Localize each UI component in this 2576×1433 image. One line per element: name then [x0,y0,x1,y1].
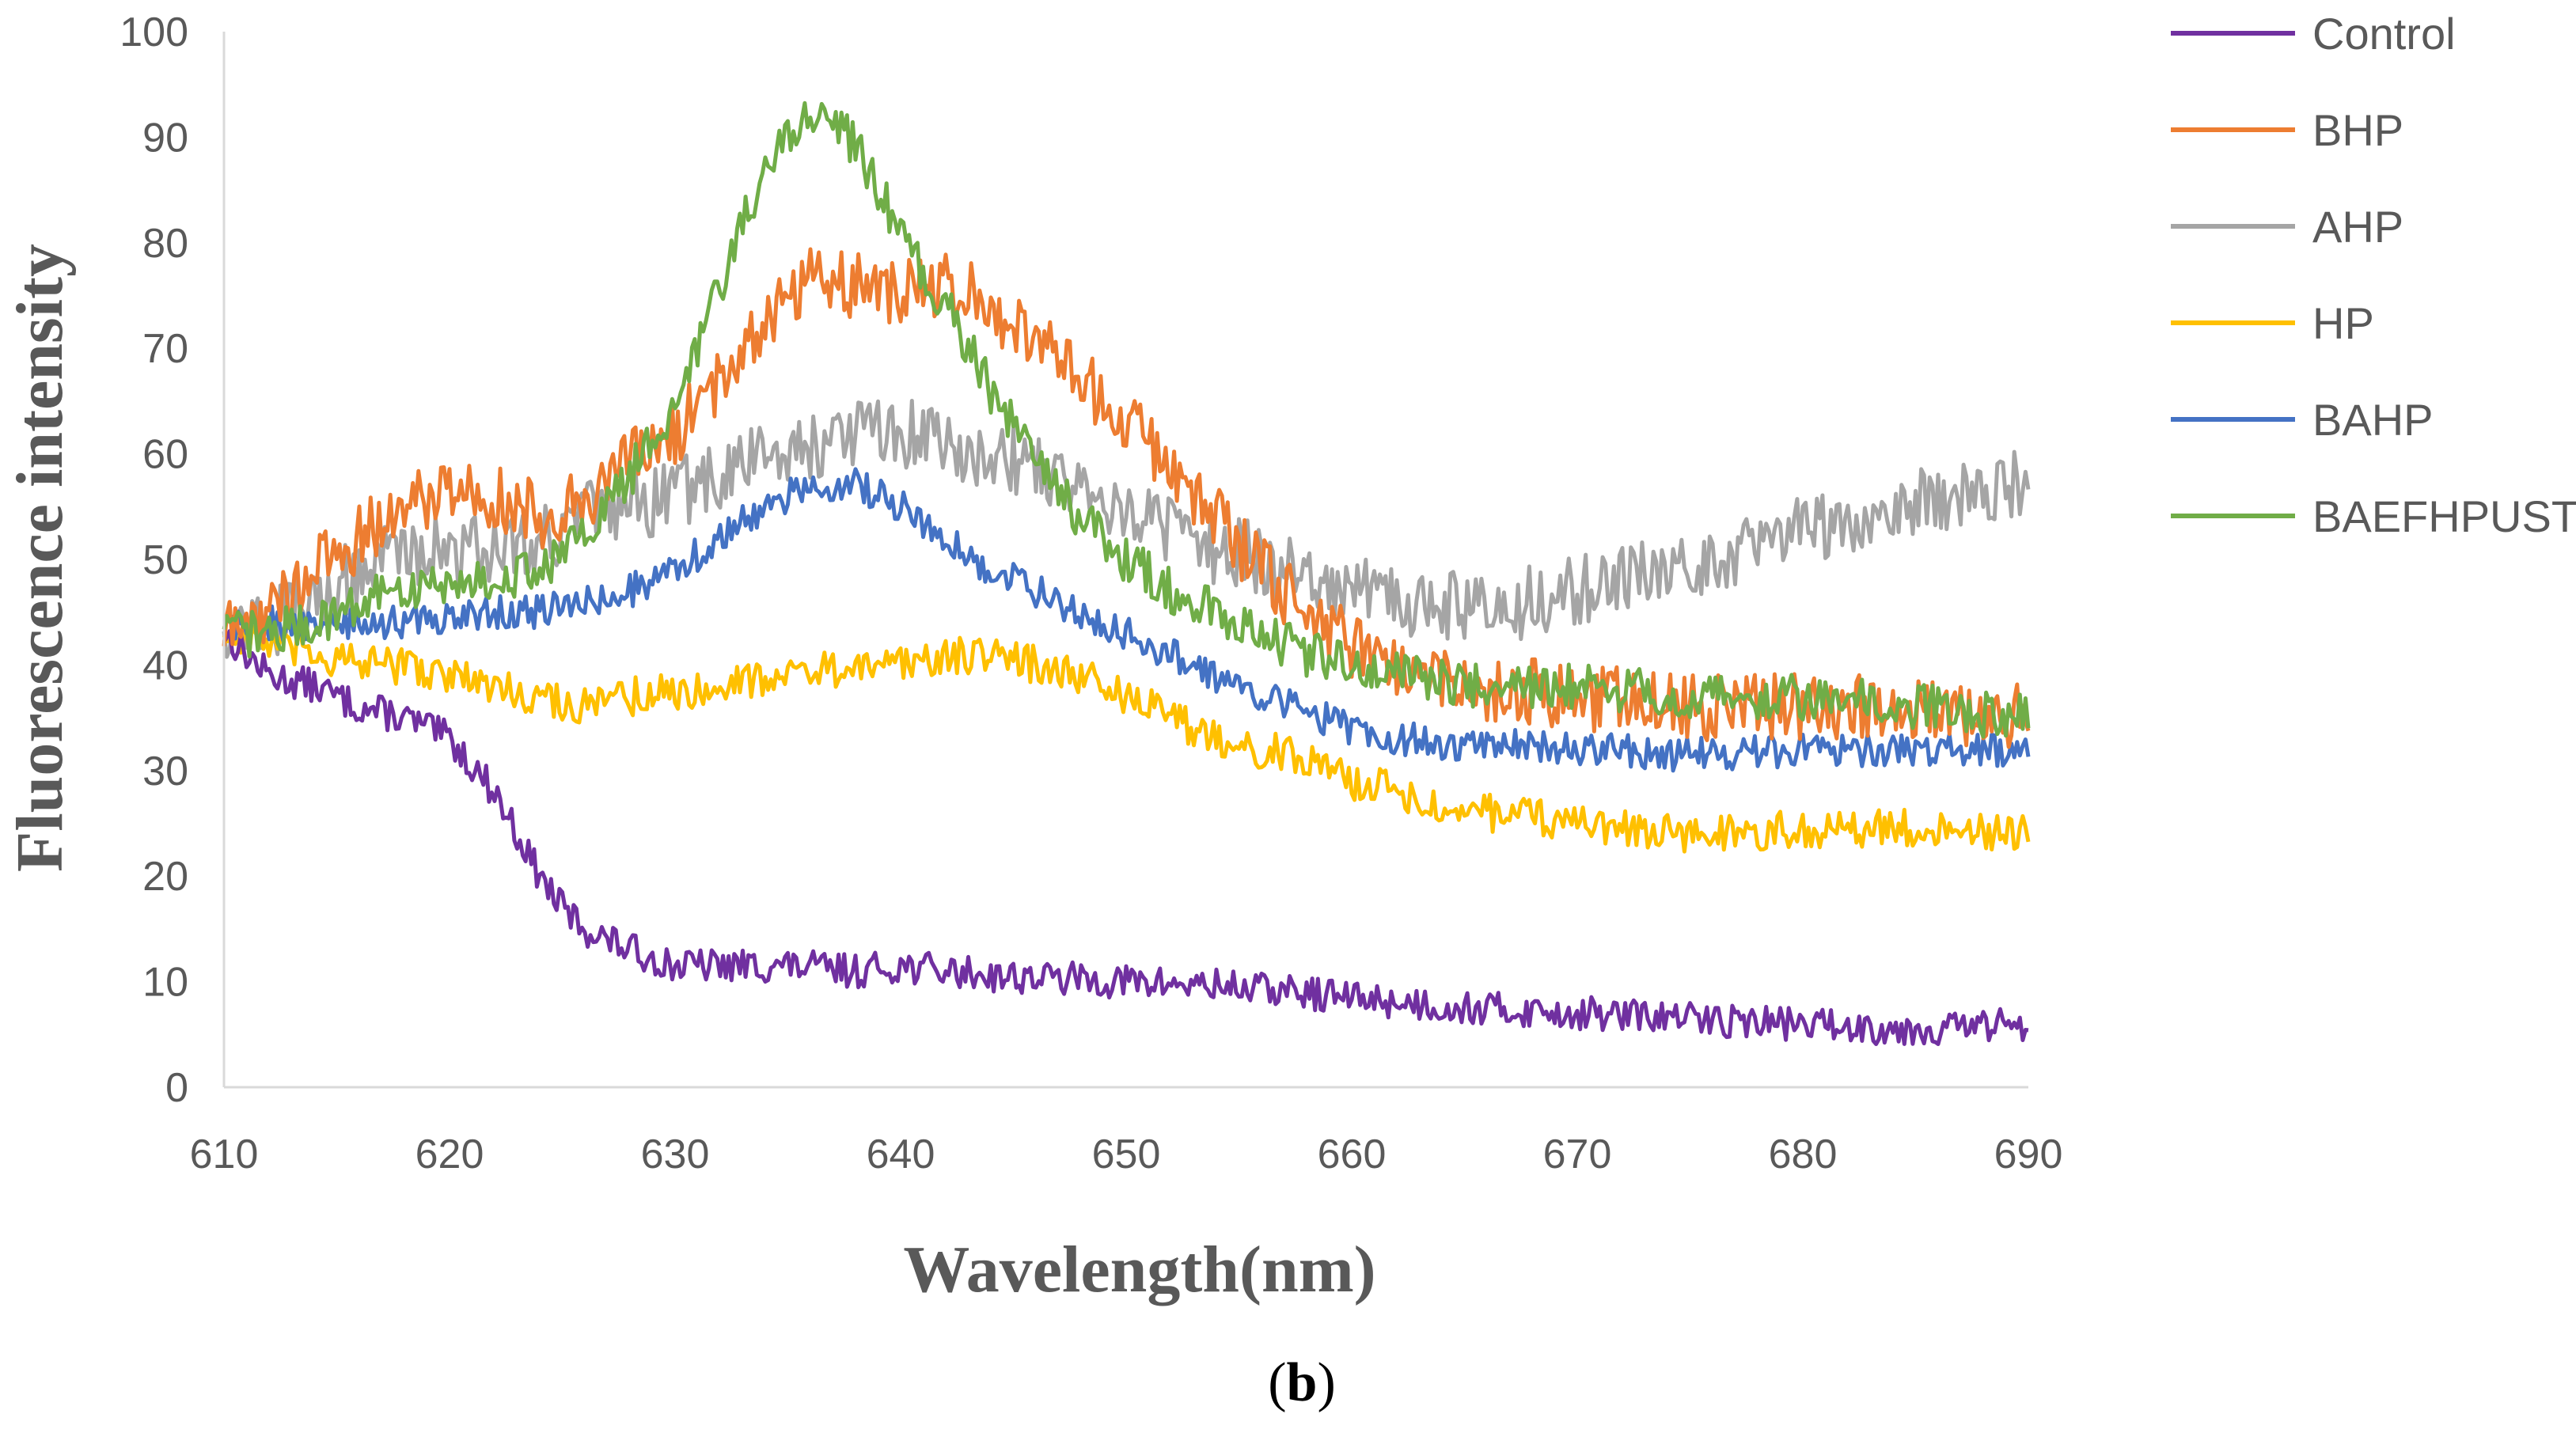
series-lines [222,100,2031,1046]
x-tick-label: 670 [1543,1132,1612,1177]
x-tick-label: 680 [1769,1132,1838,1177]
series-line-bahp [222,467,2031,773]
y-tick-label: 60 [142,432,188,478]
series-line-hp [222,624,2031,854]
y-tick-label: 100 [120,9,188,55]
series-line-bhp [222,247,2031,749]
y-tick-labels: 0 10 20 30 40 50 60 70 80 90 100 [120,9,188,1111]
x-tick-labels: 610 620 630 640 650 660 670 680 690 [190,1132,2063,1177]
y-tick-label: 90 [142,115,188,161]
legend-label-control: Control [2312,9,2456,59]
legend: Control BHP AHP HP BAHP BAEFHPUST [2171,9,2576,541]
x-tick-label: 630 [641,1132,710,1177]
legend-label-ahp: AHP [2312,202,2403,252]
y-tick-label: 20 [142,854,188,900]
series-line-control [222,629,2029,1046]
caption-close-paren: ) [1317,1352,1335,1413]
x-tick-label: 650 [1092,1132,1161,1177]
x-axis-title: Wavelength(nm) [903,1233,1375,1306]
series-line-baefhpust [222,100,2031,739]
x-tick-label: 610 [190,1132,259,1177]
y-tick-label: 70 [142,326,188,372]
caption-open-paren: ( [1268,1352,1286,1413]
x-tick-label: 660 [1318,1132,1387,1177]
legend-label-baefhpust: BAEFHPUST [2312,491,2576,541]
y-tick-label: 80 [142,221,188,267]
x-tick-label: 690 [1994,1132,2063,1177]
figure-caption: (b) [1268,1352,1336,1413]
y-tick-label: 0 [165,1065,188,1111]
y-tick-label: 30 [142,749,188,794]
x-tick-label: 620 [415,1132,484,1177]
legend-label-bahp: BAHP [2312,395,2434,445]
y-tick-label: 40 [142,643,188,688]
y-tick-label: 50 [142,537,188,583]
y-tick-label: 10 [142,960,188,1006]
x-tick-label: 640 [867,1132,935,1177]
legend-label-hp: HP [2312,298,2374,348]
legend-label-bhp: BHP [2312,105,2403,155]
caption-letter: b [1287,1352,1318,1413]
y-axis-title: Fluorescence intensity [3,244,77,872]
